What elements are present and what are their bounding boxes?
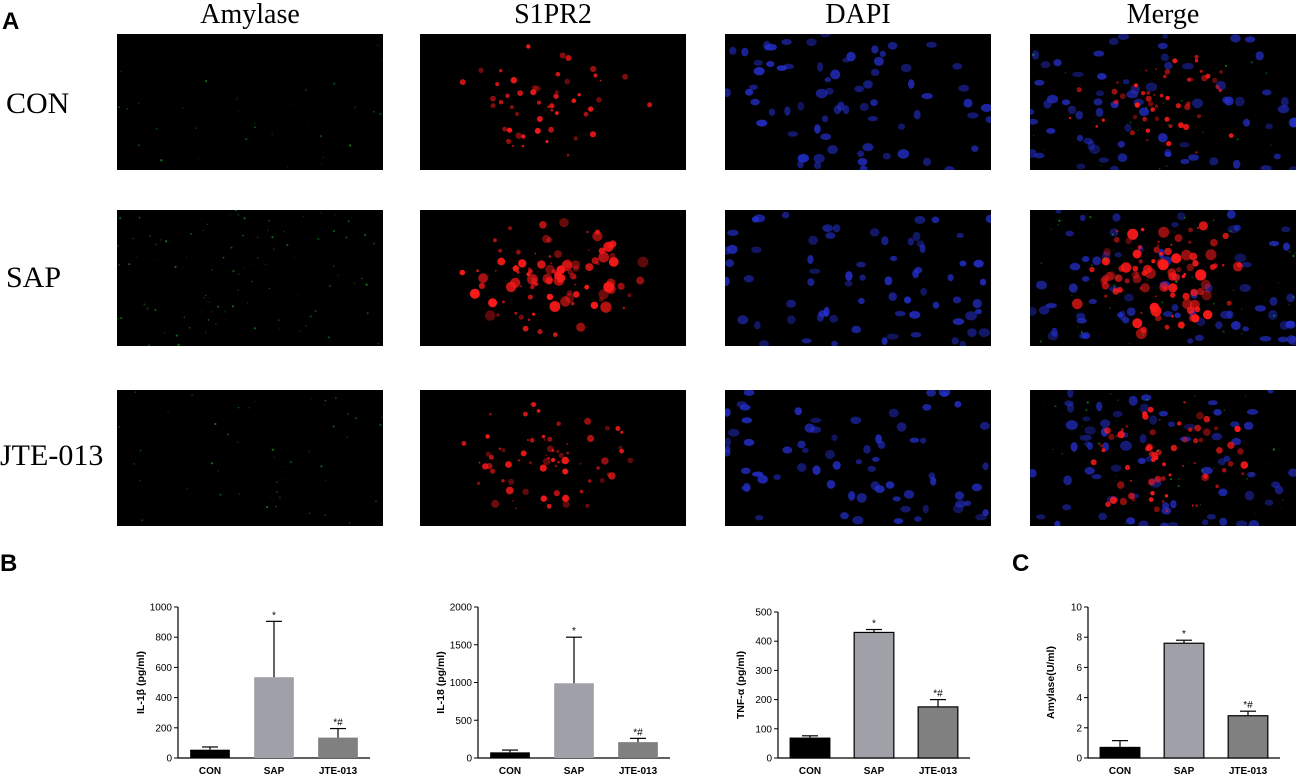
bar-jte-013 bbox=[318, 737, 358, 758]
x-tick-label: SAP bbox=[264, 766, 285, 777]
bar-con bbox=[490, 752, 530, 758]
micrograph-image bbox=[725, 390, 991, 526]
significance-mark: * bbox=[572, 626, 576, 637]
panel-label-a: A bbox=[2, 8, 20, 35]
micrograph-image bbox=[1030, 390, 1296, 526]
y-tick-label: 400 bbox=[755, 637, 772, 648]
micrograph-jte013-dapi bbox=[725, 390, 991, 526]
y-tick-label: 6 bbox=[1076, 663, 1082, 674]
x-tick-label: SAP bbox=[1174, 766, 1195, 777]
x-tick-label: CON bbox=[799, 766, 821, 777]
significance-mark: *# bbox=[633, 727, 643, 738]
significance-mark: *# bbox=[1243, 700, 1253, 711]
x-tick-label: SAP bbox=[564, 766, 585, 777]
y-tick-label: 1000 bbox=[450, 678, 473, 689]
bar-sap bbox=[254, 677, 294, 758]
x-tick-label: CON bbox=[499, 766, 521, 777]
significance-mark: * bbox=[1182, 629, 1186, 640]
y-tick-label: 10 bbox=[1071, 603, 1083, 614]
micrograph-image bbox=[420, 210, 686, 346]
column-header-dapi: DAPI bbox=[825, 0, 891, 30]
row-label-jte013: JTE-013 bbox=[0, 439, 104, 472]
bar-sap bbox=[1163, 642, 1205, 759]
micrograph-image bbox=[420, 390, 686, 526]
y-tick-label: 500 bbox=[455, 716, 472, 727]
micrograph-image bbox=[420, 34, 686, 170]
column-header-merge: Merge bbox=[1126, 0, 1200, 30]
x-tick-label: JTE-013 bbox=[919, 766, 958, 777]
bar-con bbox=[1099, 746, 1141, 759]
micrograph-sap-s1pr2 bbox=[420, 210, 686, 346]
y-tick-label: 0 bbox=[466, 754, 472, 765]
y-tick-label: 300 bbox=[755, 666, 772, 677]
bar-jte-013 bbox=[917, 706, 959, 759]
y-tick-label: 500 bbox=[755, 608, 772, 619]
x-tick-label: CON bbox=[199, 766, 221, 777]
micrograph-sap-amylase bbox=[117, 210, 383, 346]
micrograph-con-dapi bbox=[725, 34, 991, 170]
chart-amylase: 0 2 4 6 8 10 Amylase(U/ml) CON * SAP *# JTE-013 bbox=[1045, 603, 1280, 777]
chart-il1b: 0 200 400 600 800 1000 IL-1β (pg/ml) CON * SAP *# J… bbox=[135, 603, 370, 777]
y-tick-label: 0 bbox=[1076, 754, 1082, 765]
micrograph-sap-dapi bbox=[725, 210, 991, 346]
y-axis-title: IL-18 (pg/ml) bbox=[435, 651, 447, 713]
y-tick-label: 1000 bbox=[150, 603, 173, 614]
chart-il18: 0 500 1000 1500 2000 IL-18 (pg/ml) CON * SAP *# JT… bbox=[435, 603, 670, 777]
row-label-sap: SAP bbox=[6, 261, 62, 294]
bar-con bbox=[190, 749, 230, 758]
micrograph-image bbox=[117, 390, 383, 526]
x-tick-label: JTE-013 bbox=[619, 766, 658, 777]
significance-mark: * bbox=[272, 610, 276, 621]
y-tick-label: 0 bbox=[166, 754, 172, 765]
y-tick-label: 400 bbox=[155, 693, 172, 704]
y-axis-title: TNF-α (pg/ml) bbox=[735, 651, 747, 719]
x-tick-label: JTE-013 bbox=[1229, 766, 1268, 777]
significance-mark: * bbox=[872, 619, 876, 630]
y-tick-label: 2000 bbox=[450, 603, 473, 614]
micrograph-jte013-amylase bbox=[117, 390, 383, 526]
bar-sap bbox=[554, 683, 594, 758]
bar-jte-013 bbox=[618, 742, 658, 758]
micrograph-image bbox=[725, 34, 991, 170]
micrograph-con-amylase bbox=[117, 34, 383, 170]
micrograph-jte013-s1pr2 bbox=[420, 390, 686, 526]
micrograph-image bbox=[117, 210, 383, 346]
y-tick-label: 0 bbox=[766, 754, 772, 765]
x-tick-label: CON bbox=[1109, 766, 1131, 777]
y-tick-label: 2 bbox=[1076, 723, 1082, 734]
micrograph-image bbox=[1030, 210, 1296, 346]
micrograph-con-merge bbox=[1030, 34, 1296, 170]
bar-sap bbox=[853, 631, 895, 759]
significance-mark: *# bbox=[933, 689, 943, 700]
chart-tnfa: 0 100 200 300 400 500 TNF-α (pg/ml) CON * SAP *# JT… bbox=[735, 608, 970, 777]
y-tick-label: 8 bbox=[1076, 633, 1082, 644]
panel-label-c: C bbox=[1012, 550, 1030, 577]
bar-con bbox=[789, 737, 831, 759]
micrograph-image bbox=[117, 34, 383, 170]
y-tick-label: 4 bbox=[1076, 693, 1082, 704]
bar-jte-013 bbox=[1227, 715, 1269, 759]
y-tick-label: 1500 bbox=[450, 640, 473, 651]
significance-mark: *# bbox=[333, 718, 343, 729]
column-header-s1pr2: S1PR2 bbox=[514, 0, 592, 30]
column-header-amylase: Amylase bbox=[200, 0, 300, 30]
micrograph-sap-merge bbox=[1030, 210, 1296, 346]
x-tick-label: SAP bbox=[864, 766, 885, 777]
micrograph-image bbox=[1030, 34, 1296, 170]
micrograph-image bbox=[725, 210, 991, 346]
panel-label-b: B bbox=[0, 550, 18, 577]
micrograph-jte013-merge bbox=[1030, 390, 1296, 526]
y-tick-label: 100 bbox=[755, 724, 772, 735]
y-axis-title: Amylase(U/ml) bbox=[1045, 646, 1057, 719]
y-tick-label: 200 bbox=[155, 723, 172, 734]
y-tick-label: 600 bbox=[155, 663, 172, 674]
y-tick-label: 800 bbox=[155, 633, 172, 644]
x-tick-label: JTE-013 bbox=[319, 766, 358, 777]
row-label-con: CON bbox=[6, 87, 70, 120]
y-axis-title: IL-1β (pg/ml) bbox=[135, 651, 147, 714]
y-tick-label: 200 bbox=[755, 695, 772, 706]
micrograph-con-s1pr2 bbox=[420, 34, 686, 170]
